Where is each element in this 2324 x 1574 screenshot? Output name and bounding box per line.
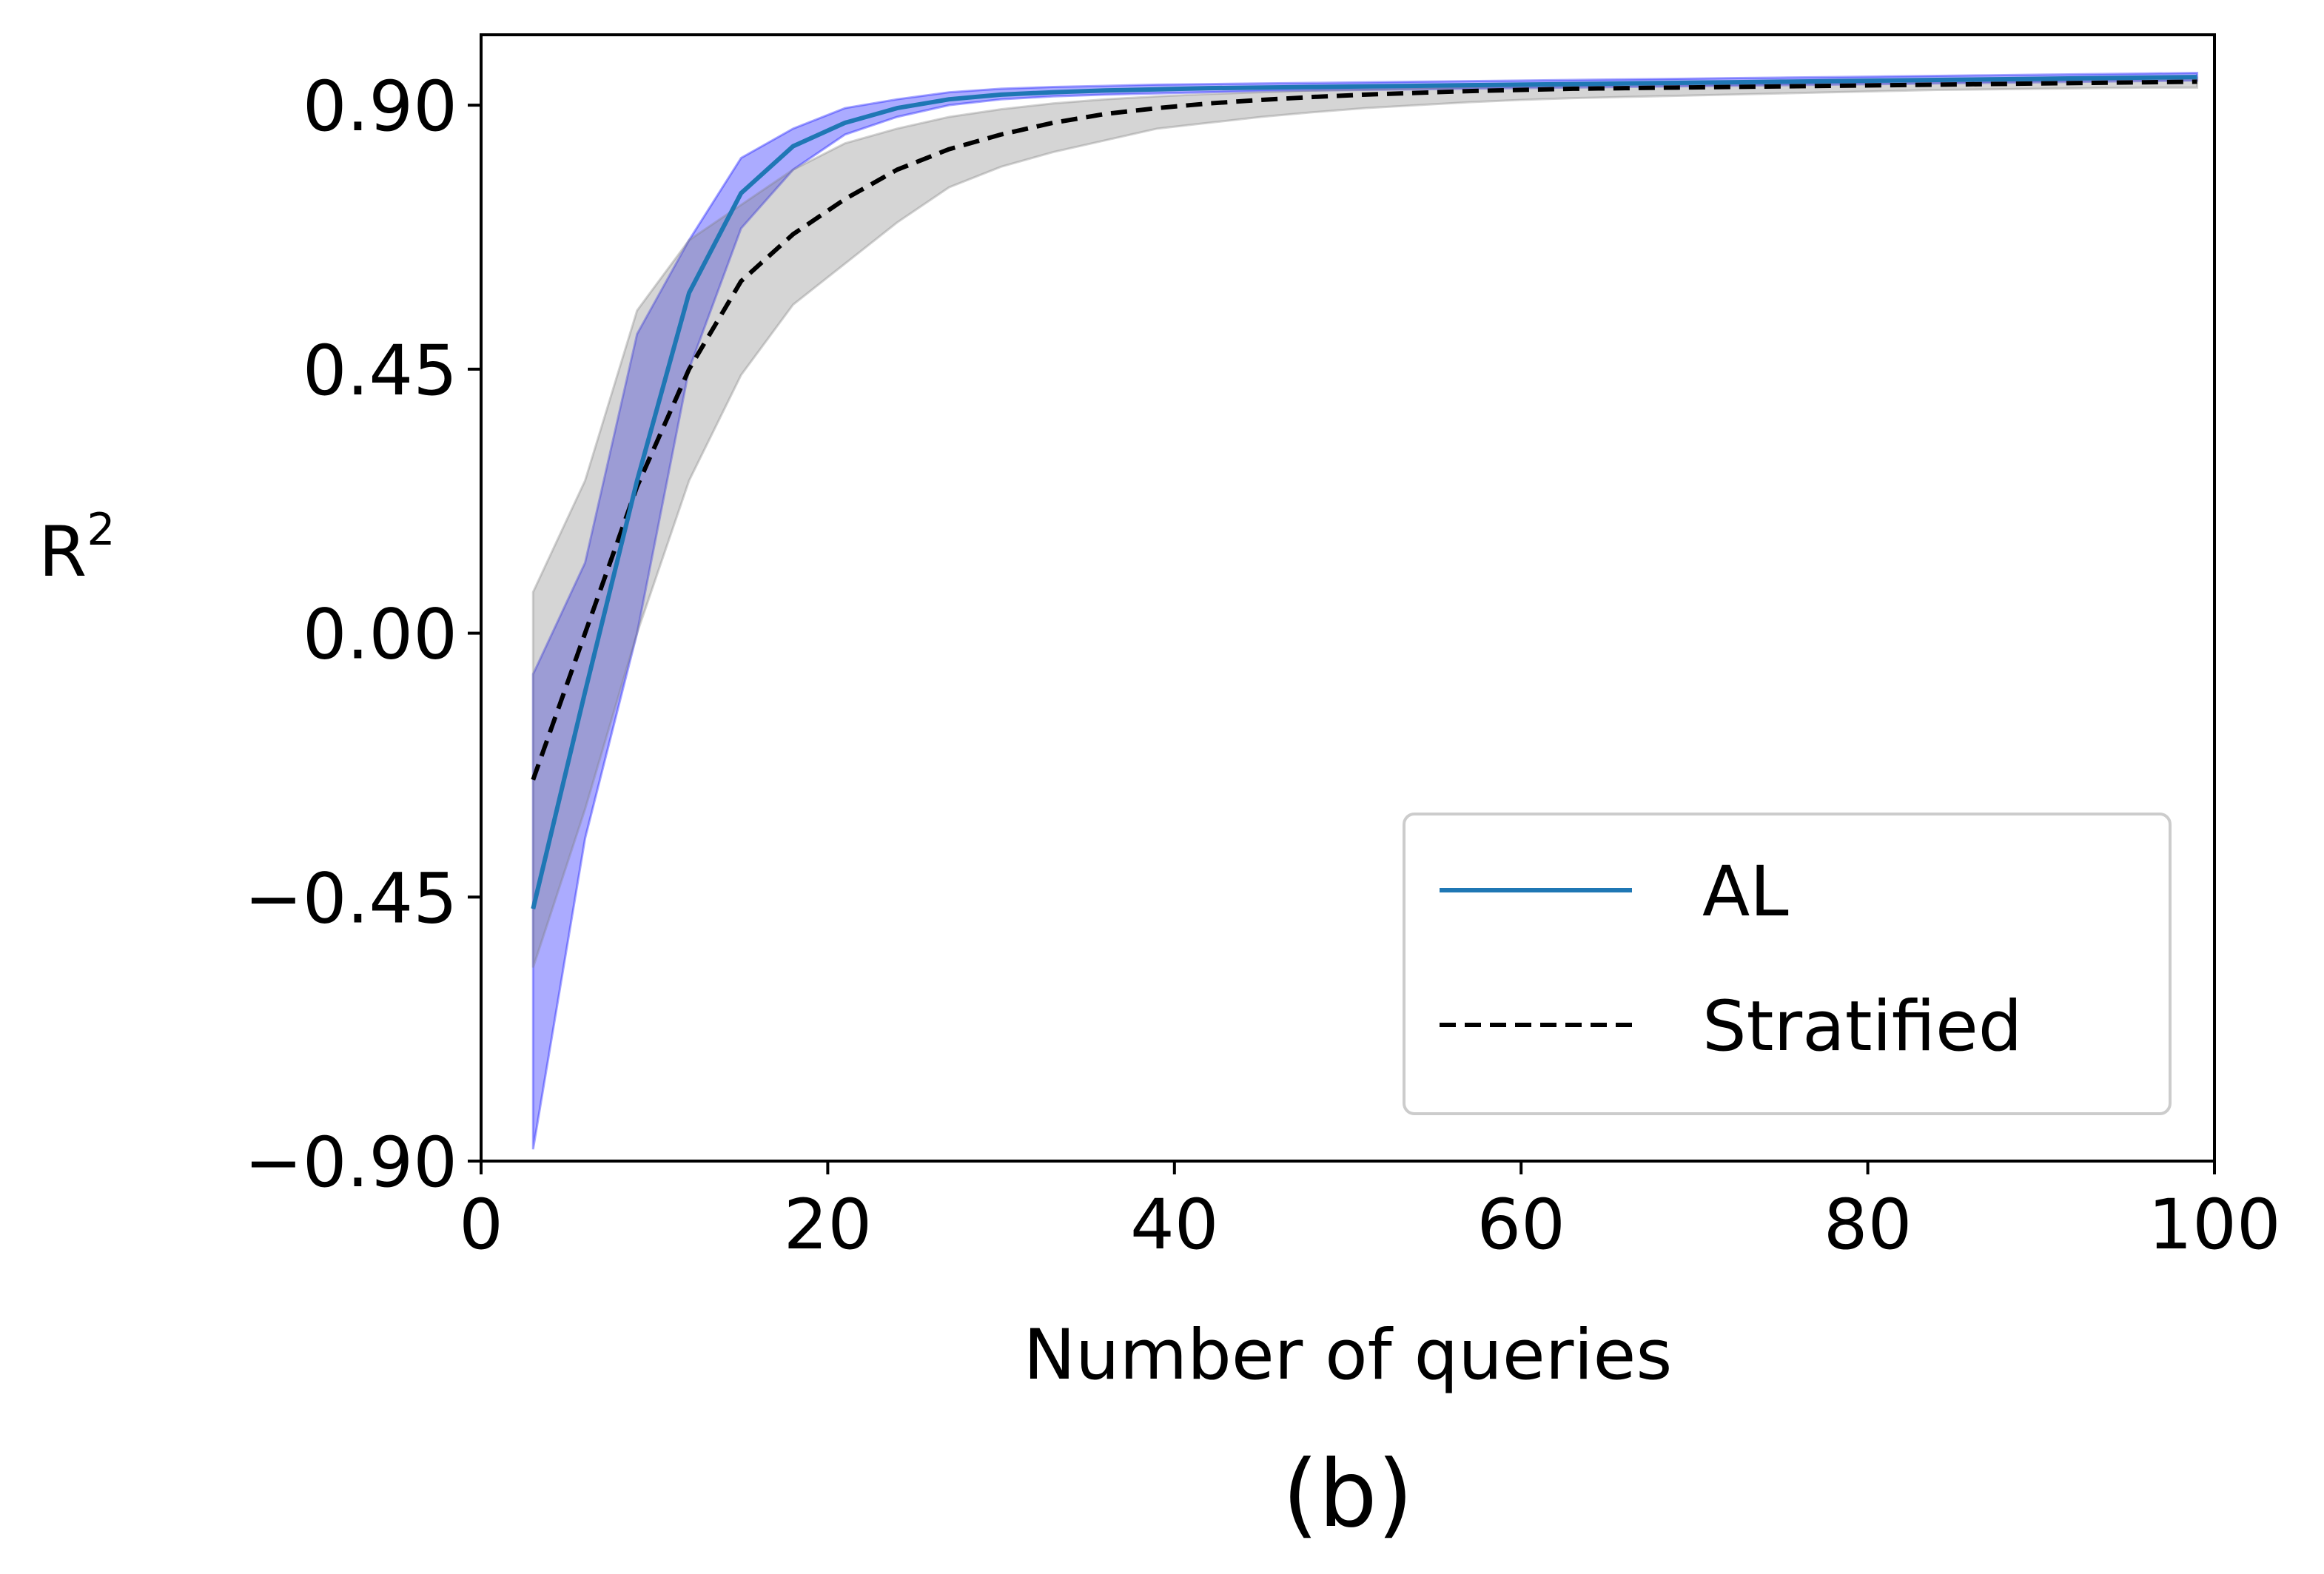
x-tick-label: 100 xyxy=(2148,1185,2280,1265)
y-tick-label: 0.90 xyxy=(303,67,457,147)
y-axis-label-base: R xyxy=(38,512,87,593)
x-axis-ticks: 0 20 40 60 80 100 xyxy=(459,1161,2281,1265)
x-tick-label: 40 xyxy=(1130,1185,1219,1265)
legend-label-stratified: Stratified xyxy=(1702,986,2022,1067)
y-tick-label: −0.90 xyxy=(244,1123,457,1203)
x-tick-label: 60 xyxy=(1477,1185,1565,1265)
band-al xyxy=(531,72,2199,1150)
y-axis-ticks: −0.90 −0.45 0.00 0.45 0.90 xyxy=(244,67,481,1203)
x-tick-label: 0 xyxy=(459,1185,503,1265)
x-axis-label: Number of queries xyxy=(1024,1315,1673,1396)
x-tick-label: 80 xyxy=(1824,1185,1912,1265)
series-lines xyxy=(531,75,2197,909)
x-tick-label: 20 xyxy=(784,1185,873,1265)
legend: AL Stratified xyxy=(1403,813,2172,1115)
line-al xyxy=(531,75,2197,909)
confidence-bands xyxy=(531,72,2199,1150)
y-axis-label: R2 xyxy=(38,504,115,593)
band-stratified xyxy=(531,76,2199,968)
y-axis-label-superscript: 2 xyxy=(87,504,115,556)
plot-frame xyxy=(480,33,2216,1163)
line-stratified xyxy=(531,79,2197,781)
y-tick-label: 0.00 xyxy=(303,595,457,676)
figure-caption: (b) xyxy=(1283,1441,1414,1548)
legend-label-al: AL xyxy=(1702,852,1789,932)
y-tick-label: 0.45 xyxy=(303,331,457,411)
y-tick-label: −0.45 xyxy=(244,858,457,939)
